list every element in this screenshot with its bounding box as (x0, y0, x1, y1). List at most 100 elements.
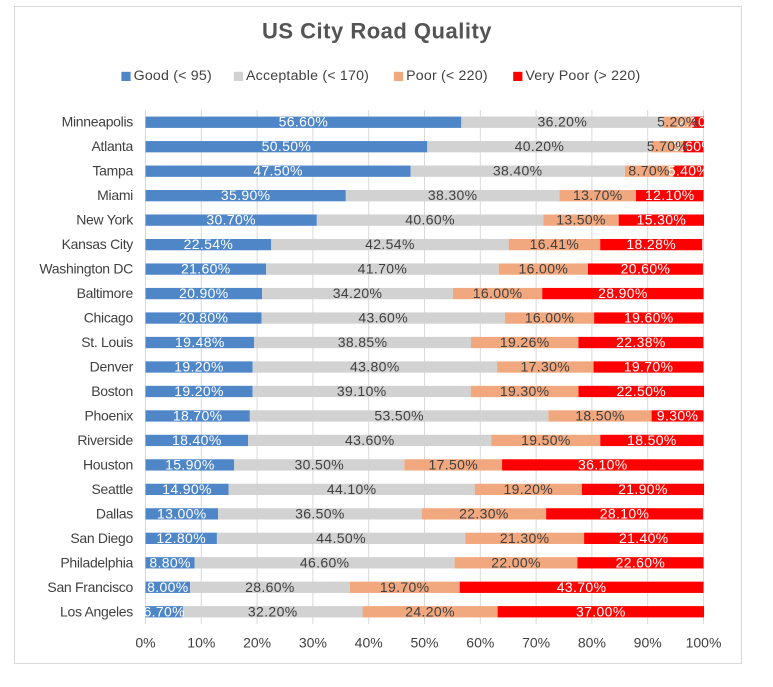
svg-text:10%: 10% (187, 634, 215, 650)
svg-text:36.20%: 36.20% (538, 114, 588, 130)
svg-text:28.60%: 28.60% (245, 579, 295, 595)
svg-text:20.60%: 20.60% (621, 261, 671, 277)
svg-text:40.20%: 40.20% (515, 138, 565, 154)
svg-text:38.30%: 38.30% (428, 187, 478, 203)
svg-text:19.20%: 19.20% (503, 481, 553, 497)
svg-text:90%: 90% (634, 634, 662, 650)
svg-text:19.20%: 19.20% (174, 383, 224, 399)
svg-text:19.70%: 19.70% (380, 579, 430, 595)
svg-text:34.20%: 34.20% (333, 285, 383, 301)
svg-text:38.85%: 38.85% (338, 334, 388, 350)
svg-text:30%: 30% (299, 634, 327, 650)
svg-text:44.10%: 44.10% (327, 481, 377, 497)
svg-text:53.50%: 53.50% (374, 407, 424, 423)
svg-text:18.70%: 18.70% (173, 407, 223, 423)
svg-text:Boston: Boston (91, 383, 133, 399)
svg-text:22.30%: 22.30% (459, 505, 509, 521)
svg-text:12.10%: 12.10% (645, 187, 695, 203)
svg-text:50.50%: 50.50% (262, 138, 312, 154)
svg-text:47.50%: 47.50% (253, 163, 303, 179)
svg-text:Seattle: Seattle (92, 481, 134, 497)
svg-text:5.20%: 5.20% (657, 114, 698, 130)
svg-text:15.30%: 15.30% (637, 212, 687, 228)
svg-text:San Francisco: San Francisco (47, 579, 133, 595)
svg-text:14.90%: 14.90% (162, 481, 212, 497)
svg-text:13.70%: 13.70% (573, 187, 623, 203)
svg-text:5.40%: 5.40% (668, 163, 709, 179)
svg-text:2.10%: 2.10% (677, 114, 718, 130)
svg-text:21.60%: 21.60% (181, 261, 231, 277)
svg-text:30.50%: 30.50% (295, 456, 345, 472)
svg-text:9.30%: 9.30% (657, 407, 698, 423)
svg-text:22.00%: 22.00% (491, 554, 541, 570)
svg-text:20%: 20% (243, 634, 271, 650)
svg-text:20.90%: 20.90% (179, 285, 229, 301)
svg-text:8.00%: 8.00% (147, 579, 188, 595)
svg-text:19.60%: 19.60% (624, 310, 674, 326)
svg-text:5.70%: 5.70% (647, 138, 688, 154)
svg-text:16.00%: 16.00% (525, 310, 575, 326)
svg-text:16.00%: 16.00% (519, 261, 569, 277)
svg-text:40%: 40% (355, 634, 383, 650)
svg-text:San Diego: San Diego (70, 530, 133, 546)
svg-text:46.60%: 46.60% (300, 554, 350, 570)
svg-text:43.80%: 43.80% (350, 359, 400, 375)
svg-text:43.60%: 43.60% (358, 310, 408, 326)
svg-text:New York: New York (76, 212, 134, 228)
svg-text:Washington DC: Washington DC (39, 261, 133, 277)
svg-text:22.54%: 22.54% (184, 236, 234, 252)
svg-text:13.00%: 13.00% (157, 505, 207, 521)
svg-text:43.60%: 43.60% (345, 432, 395, 448)
svg-text:Good (< 95): Good (< 95) (134, 68, 212, 84)
svg-text:21.30%: 21.30% (500, 530, 550, 546)
svg-text:6.70%: 6.70% (143, 603, 184, 619)
svg-text:37.00%: 37.00% (576, 603, 626, 619)
svg-text:15.90%: 15.90% (165, 456, 215, 472)
svg-text:Dallas: Dallas (96, 505, 133, 521)
svg-text:28.90%: 28.90% (598, 285, 648, 301)
svg-text:56.60%: 56.60% (279, 114, 329, 130)
svg-text:17.30%: 17.30% (521, 359, 571, 375)
svg-text:50%: 50% (410, 634, 438, 650)
svg-text:18.40%: 18.40% (172, 432, 222, 448)
svg-text:17.50%: 17.50% (428, 456, 478, 472)
svg-text:Riverside: Riverside (77, 432, 133, 448)
svg-text:Minneapolis: Minneapolis (62, 114, 134, 130)
svg-text:Denver: Denver (90, 359, 134, 375)
svg-text:Acceptable (< 170): Acceptable (< 170) (246, 68, 369, 84)
svg-text:8.80%: 8.80% (149, 554, 190, 570)
svg-text:13.50%: 13.50% (556, 212, 606, 228)
svg-text:Los Angeles: Los Angeles (60, 603, 133, 619)
svg-text:35.90%: 35.90% (221, 187, 271, 203)
svg-text:19.50%: 19.50% (521, 432, 571, 448)
svg-text:Houston: Houston (83, 456, 133, 472)
svg-text:36.10%: 36.10% (578, 456, 628, 472)
svg-text:Baltimore: Baltimore (77, 285, 134, 301)
svg-text:18.50%: 18.50% (575, 407, 625, 423)
svg-text:16.41%: 16.41% (530, 236, 580, 252)
svg-text:19.20%: 19.20% (174, 359, 224, 375)
svg-text:Poor (< 220): Poor (< 220) (406, 68, 488, 84)
svg-text:Very Poor (> 220): Very Poor (> 220) (525, 68, 640, 84)
svg-text:43.70%: 43.70% (557, 579, 607, 595)
svg-text:22.50%: 22.50% (616, 383, 666, 399)
svg-text:60%: 60% (466, 634, 494, 650)
svg-text:19.70%: 19.70% (624, 359, 674, 375)
svg-text:24.20%: 24.20% (405, 603, 455, 619)
svg-text:20.80%: 20.80% (179, 310, 229, 326)
svg-text:36.50%: 36.50% (295, 505, 345, 521)
svg-text:19.30%: 19.30% (500, 383, 550, 399)
svg-text:41.70%: 41.70% (358, 261, 408, 277)
svg-text:40.60%: 40.60% (405, 212, 455, 228)
svg-text:38.40%: 38.40% (493, 163, 543, 179)
svg-text:Chicago: Chicago (84, 310, 134, 326)
svg-text:19.26%: 19.26% (500, 334, 550, 350)
svg-text:Tampa: Tampa (92, 163, 133, 179)
svg-text:21.90%: 21.90% (618, 481, 668, 497)
svg-text:Miami: Miami (97, 187, 133, 203)
svg-text:St. Louis: St. Louis (81, 334, 133, 350)
svg-text:21.40%: 21.40% (619, 530, 669, 546)
svg-text:12.80%: 12.80% (156, 530, 206, 546)
svg-text:42.54%: 42.54% (365, 236, 415, 252)
svg-text:18.50%: 18.50% (627, 432, 677, 448)
